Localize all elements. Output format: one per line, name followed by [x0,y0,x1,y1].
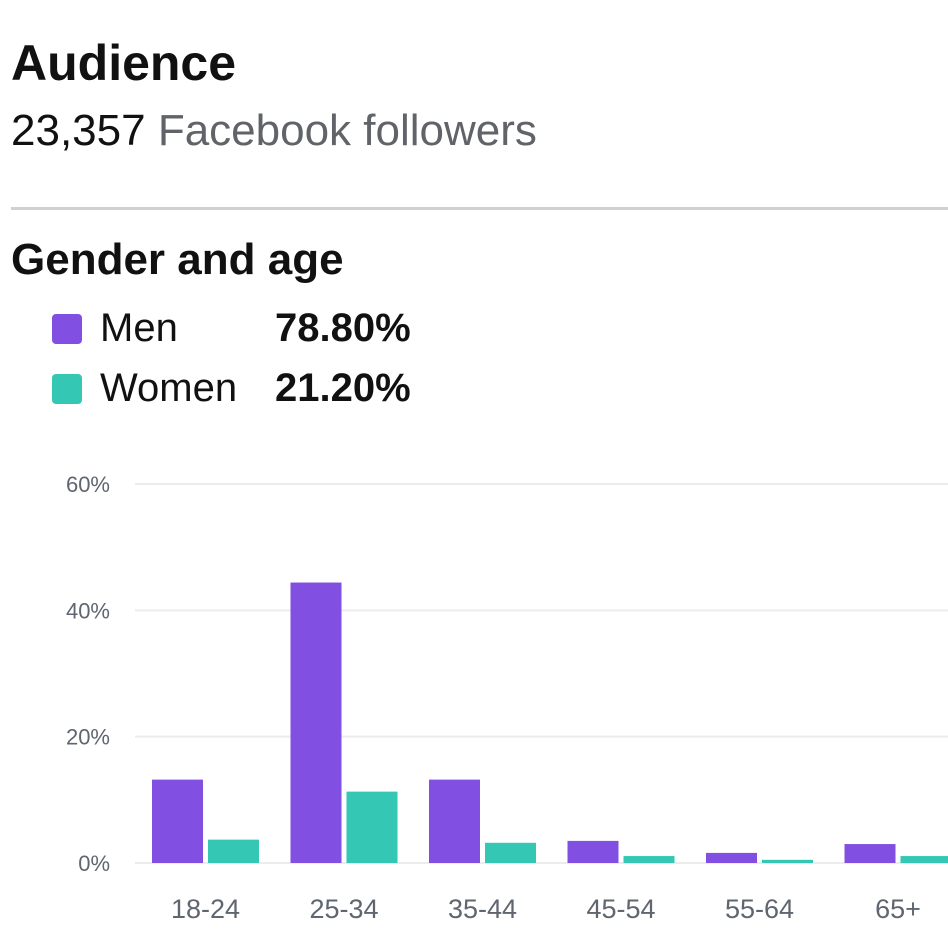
bar-men-35-44 [429,779,480,863]
bar-women-35-44 [485,842,536,863]
bar-men-45-54 [567,840,619,863]
follower-count: 23,357 [11,106,146,155]
bar-men-18-24 [152,779,203,863]
x-tick-label: 35-44 [448,894,517,924]
follower-label: Facebook followers [157,106,537,155]
section-title: Gender and age [11,235,344,284]
y-tick-label: 40% [66,598,110,623]
follower-summary: 23,357 Facebook followers [11,106,537,156]
bar-women-65+ [900,856,948,863]
y-tick-label: 20% [66,725,110,750]
divider [11,207,948,210]
legend-swatch-men [52,313,82,344]
y-tick-label: 60% [66,472,110,497]
x-tick-label: 45-54 [586,894,655,924]
bar-women-18-24 [208,839,259,863]
bar-women-45-54 [623,856,675,863]
page-title: Audience [11,35,237,91]
legend-swatch-women [52,373,82,404]
legend-women: Women 21.20% [52,366,411,411]
x-tick-label: 18-24 [171,894,240,924]
x-tick-label: 25-34 [309,894,378,924]
legend-value: 21.20% [275,366,411,410]
legend-label: Women [100,366,238,410]
bar-men-65+ [844,844,896,863]
bar-men-55-64 [706,852,757,863]
bar-men-25-34 [290,582,342,863]
legend-value: 78.80% [275,306,411,350]
y-tick-label: 0% [78,851,110,876]
bar-women-55-64 [762,859,813,863]
bar-women-25-34 [346,791,398,863]
x-tick-label: 65+ [875,894,921,924]
legend-men: Men 78.80% [52,306,411,351]
legend-label: Men [100,306,178,350]
x-tick-label: 55-64 [725,894,794,924]
